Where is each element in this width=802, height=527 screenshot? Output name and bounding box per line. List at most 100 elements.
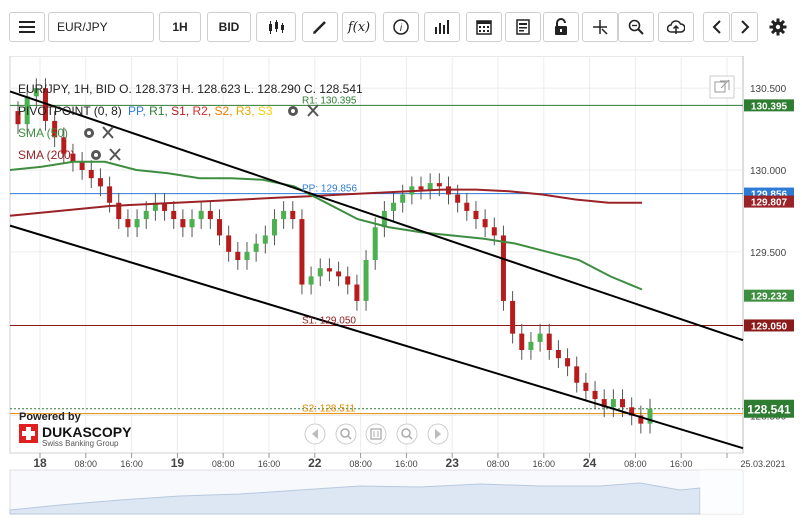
crosshair-icon bbox=[592, 19, 608, 35]
price-tag-text-s1: 129.050 bbox=[751, 321, 788, 332]
candle-body bbox=[235, 251, 241, 260]
powered-by-label: Powered by bbox=[19, 411, 82, 423]
candle-body bbox=[61, 137, 67, 154]
zoom-in-icon bbox=[401, 428, 413, 440]
nav-fit-button[interactable] bbox=[365, 423, 387, 445]
candle-body bbox=[70, 153, 76, 162]
price-tag-r1 bbox=[744, 99, 794, 112]
candle-body bbox=[519, 333, 525, 350]
candle-body bbox=[555, 350, 561, 359]
channel-lower-line[interactable] bbox=[9, 224, 744, 450]
pivot-item: S3 bbox=[258, 104, 273, 118]
draw-icon bbox=[312, 19, 328, 35]
price-tag-sma200 bbox=[744, 195, 794, 208]
pivot-item: R2, bbox=[193, 104, 215, 118]
candle-body bbox=[436, 183, 442, 187]
sma200-settings-icon[interactable] bbox=[91, 150, 101, 160]
toolbar: EUR/JPY 1H BID f(x) i bbox=[0, 0, 802, 56]
settings-button[interactable] bbox=[764, 12, 792, 42]
arrow-left-icon bbox=[712, 20, 722, 34]
pivot-level-labels: R1: 130.395 PP: 129.856 S1: 129.050 S2: 128… bbox=[302, 95, 357, 414]
nav-next-button[interactable] bbox=[427, 423, 449, 445]
candle-body bbox=[162, 202, 168, 211]
candles bbox=[15, 78, 653, 434]
candle-body bbox=[528, 341, 534, 350]
candle-body bbox=[537, 333, 543, 342]
candle-body bbox=[262, 235, 268, 244]
candle-body bbox=[88, 170, 94, 179]
fit-icon bbox=[370, 428, 382, 440]
sma50-settings-icon[interactable] bbox=[84, 128, 94, 138]
price-tag-sma50 bbox=[744, 289, 794, 302]
brand-name: DUKASCOPY bbox=[42, 424, 132, 440]
x-tick-label: 19 bbox=[171, 456, 185, 470]
navigator-window[interactable] bbox=[700, 470, 743, 514]
bar-chart-button[interactable] bbox=[424, 12, 460, 42]
pivot-settings-icon[interactable] bbox=[288, 106, 298, 116]
candle-body bbox=[226, 235, 232, 252]
period-select[interactable]: 1H bbox=[159, 12, 201, 42]
y-tick-label: 130.000 bbox=[750, 166, 787, 177]
calendar-button[interactable] bbox=[466, 12, 502, 42]
x-tick-label: 08:00 bbox=[75, 459, 98, 469]
pivot-item: R3, bbox=[236, 104, 258, 118]
candle-type-icon bbox=[267, 19, 285, 35]
x-tick-label: 16:00 bbox=[533, 459, 556, 469]
report-button[interactable] bbox=[505, 12, 541, 42]
info-line: EUR/JPY, 1H, BID O. 128.373 H. 128.623 L… bbox=[18, 82, 363, 96]
y-tick-label: 129.500 bbox=[750, 248, 787, 259]
crosshair-button[interactable] bbox=[582, 12, 618, 42]
draw-button[interactable] bbox=[302, 12, 338, 42]
zoom-out-icon bbox=[340, 428, 352, 440]
candle-body bbox=[134, 219, 140, 228]
candle-body bbox=[244, 251, 250, 260]
candle-body bbox=[52, 120, 58, 138]
candle-body bbox=[638, 415, 644, 424]
level-label-pp: PP: 129.856 bbox=[302, 184, 357, 195]
candle-body bbox=[546, 333, 552, 350]
sma200-label: SMA (200) bbox=[18, 148, 75, 162]
bar-chart-icon bbox=[434, 19, 450, 35]
side-label: BID bbox=[218, 20, 240, 34]
candle-body bbox=[391, 202, 397, 211]
candle-body bbox=[427, 183, 433, 190]
sma50-close-icon[interactable] bbox=[102, 126, 114, 139]
sma200-close-icon[interactable] bbox=[109, 148, 121, 161]
x-tick-label: 22 bbox=[308, 456, 322, 470]
cloud-upload-button[interactable] bbox=[658, 12, 694, 42]
expand-button[interactable] bbox=[709, 75, 735, 99]
candle-body bbox=[207, 210, 213, 220]
instrument-select[interactable]: EUR/JPY bbox=[48, 12, 154, 42]
pivot-item: S2, bbox=[215, 104, 236, 118]
info-button[interactable]: i bbox=[383, 12, 419, 42]
scroll-right-button[interactable] bbox=[731, 12, 758, 42]
nav-zoom-out-button[interactable] bbox=[335, 423, 357, 445]
next-icon bbox=[435, 429, 441, 439]
candle-type-button[interactable] bbox=[256, 12, 296, 42]
indicators-button[interactable]: f(x) bbox=[342, 12, 376, 42]
brand-tagline: Swiss Banking Group bbox=[42, 439, 119, 448]
channel-upper-line[interactable] bbox=[9, 90, 744, 342]
lock-button[interactable] bbox=[543, 12, 579, 42]
candle-body bbox=[354, 284, 360, 301]
pivot-close-icon[interactable] bbox=[307, 104, 319, 117]
nav-prev-button[interactable] bbox=[304, 423, 326, 445]
x-axis-ticks: 18 08:00 16:00 19 08:00 16:00 22 08:00 16:00 23 08… bbox=[33, 453, 786, 470]
sma50-line bbox=[9, 160, 643, 291]
scroll-left-button[interactable] bbox=[703, 12, 730, 42]
candle-body bbox=[33, 88, 39, 97]
candle-body bbox=[299, 219, 305, 285]
side-select[interactable]: BID bbox=[207, 12, 251, 42]
candle-body bbox=[482, 219, 488, 228]
candle-body bbox=[510, 300, 516, 334]
candle-body bbox=[400, 194, 406, 203]
candle-body bbox=[583, 382, 589, 391]
price-chart[interactable]: R1: 130.395 PP: 129.856 S1: 129.050 S2: 128… bbox=[0, 55, 802, 524]
nav-zoom-in-button[interactable] bbox=[396, 423, 418, 445]
menu-button[interactable] bbox=[9, 12, 45, 42]
candle-body bbox=[116, 202, 122, 220]
zoom-button[interactable] bbox=[618, 12, 654, 42]
pivot-item: PP, bbox=[128, 104, 149, 118]
price-tag-text-r1: 130.395 bbox=[751, 101, 788, 112]
